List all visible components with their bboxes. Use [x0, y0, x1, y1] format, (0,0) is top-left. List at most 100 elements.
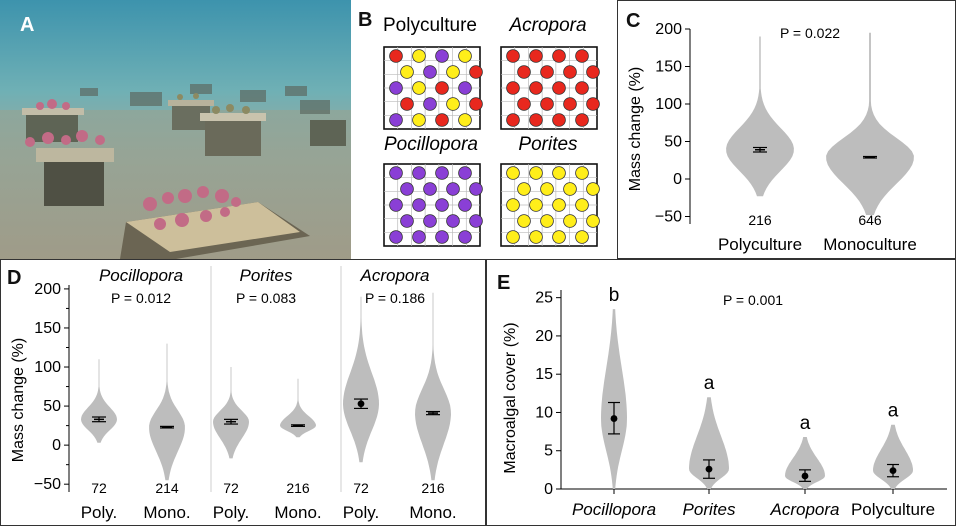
coral-marker: [517, 182, 531, 196]
coral-marker: [446, 97, 460, 111]
coral-marker: [446, 182, 460, 196]
x-tick-label: Mono.: [274, 503, 321, 522]
y-tick-label: 150: [34, 320, 61, 337]
mass-change-chart-c: −50 0 50 100 150 200 Mass change (%) P = 0.022 2…: [627, 21, 917, 254]
coral-marker: [506, 166, 520, 180]
y-tick-label: 50: [664, 134, 682, 151]
coral-marker: [446, 65, 460, 79]
coral-marker: [446, 214, 460, 228]
coral-marker: [540, 65, 554, 79]
x-tick-label: Monoculture: [823, 235, 917, 254]
y-tick-label: 100: [655, 96, 682, 113]
coral-marker: [400, 97, 414, 111]
coral-marker: [529, 81, 543, 95]
coral-marker: [458, 49, 472, 63]
sample-size-label: 216: [748, 212, 772, 228]
facet-title: Pocillopora: [99, 266, 183, 285]
coral-marker: [469, 97, 483, 111]
coral-marker: [529, 166, 543, 180]
x-tick-label: Acropora: [770, 500, 840, 519]
coral-marker: [423, 97, 437, 111]
coral-marker: [389, 166, 403, 180]
coral-marker: [412, 49, 426, 63]
y-axis-label: Mass change (%): [627, 67, 644, 192]
coral-marker: [469, 65, 483, 79]
panel-letter-a: A: [20, 14, 35, 36]
coral-marker: [435, 81, 449, 95]
coral-marker: [575, 198, 589, 212]
macroalgal-cover-chart-e: 0 5 10 15 20 25 Macroalgal cover (%) P = 0.001 b…: [502, 285, 947, 519]
p-value-annotation: P = 0.001: [723, 292, 783, 308]
y-tick-label: 50: [43, 398, 61, 415]
significance-letter: a: [704, 373, 715, 394]
coral-marker: [552, 113, 566, 127]
p-value-annotation: P = 0.022: [780, 25, 840, 41]
violin-shape: [826, 32, 914, 215]
coral-marker: [412, 113, 426, 127]
coral-marker: [586, 65, 600, 79]
coral-marker: [389, 230, 403, 244]
x-tick-label: Poly.: [343, 503, 380, 522]
coral-marker: [586, 214, 600, 228]
panel-letter-c: C: [626, 10, 641, 32]
coral-marker: [506, 198, 520, 212]
panel-letter-b: B: [358, 9, 373, 31]
coral-marker: [563, 65, 577, 79]
coral-marker: [586, 97, 600, 111]
coral-marker: [389, 113, 403, 127]
coral-marker: [506, 230, 520, 244]
violin-shape: [280, 378, 316, 438]
coral-marker: [506, 113, 520, 127]
violin-shape: [601, 309, 627, 489]
y-tick-label: 0: [673, 171, 682, 188]
panel-letter-e: E: [497, 272, 511, 294]
mass-change-chart-d: −50 0 50 100 150 200 Mass change (%) Pocillopor…: [10, 266, 457, 522]
coral-marker: [517, 214, 531, 228]
x-tick-label: Poly.: [81, 503, 118, 522]
coral-marker: [435, 198, 449, 212]
coral-marker: [552, 198, 566, 212]
coral-marker: [529, 113, 543, 127]
planting-grids: Polyculture Acropora Pocillopora Porites: [383, 15, 600, 247]
y-tick-label: 100: [34, 359, 61, 376]
x-tick-label: Polyculture: [851, 500, 935, 519]
coral-marker: [540, 182, 554, 196]
x-tick-label: Mono.: [143, 503, 190, 522]
y-tick-label: −50: [34, 476, 61, 493]
violin-shape: [415, 292, 451, 481]
panel-letter-d: D: [7, 267, 22, 289]
photo-panel-a: A: [0, 0, 351, 259]
x-tick-label: Polyculture: [718, 235, 802, 254]
mean-point: [801, 472, 809, 480]
coral-marker: [412, 198, 426, 212]
coral-marker: [435, 166, 449, 180]
grid-title: Polyculture: [383, 15, 477, 36]
sample-size-label: 72: [353, 480, 369, 496]
coral-marker: [389, 198, 403, 212]
mean-point: [610, 415, 618, 422]
coral-marker: [529, 49, 543, 63]
coral-marker: [575, 113, 589, 127]
violin-shape: [81, 359, 117, 443]
coral-marker: [517, 97, 531, 111]
coral-marker: [435, 230, 449, 244]
facet-title: Porites: [240, 266, 293, 285]
coral-marker: [435, 113, 449, 127]
y-axis-label: Mass change (%): [10, 338, 27, 463]
sample-size-label: 216: [286, 480, 310, 496]
y-tick-label: 0: [544, 481, 553, 498]
coral-marker: [575, 166, 589, 180]
coral-marker: [529, 230, 543, 244]
grid-title: Acropora: [508, 15, 586, 36]
coral-marker: [563, 214, 577, 228]
coral-marker: [400, 182, 414, 196]
coral-marker: [458, 166, 472, 180]
coral-marker: [506, 81, 520, 95]
coral-marker: [575, 49, 589, 63]
mean-point: [357, 400, 365, 408]
sample-size-label: 216: [421, 480, 445, 496]
coral-marker: [389, 49, 403, 63]
y-tick-label: 200: [34, 281, 61, 298]
coral-marker: [400, 214, 414, 228]
coral-marker: [458, 81, 472, 95]
